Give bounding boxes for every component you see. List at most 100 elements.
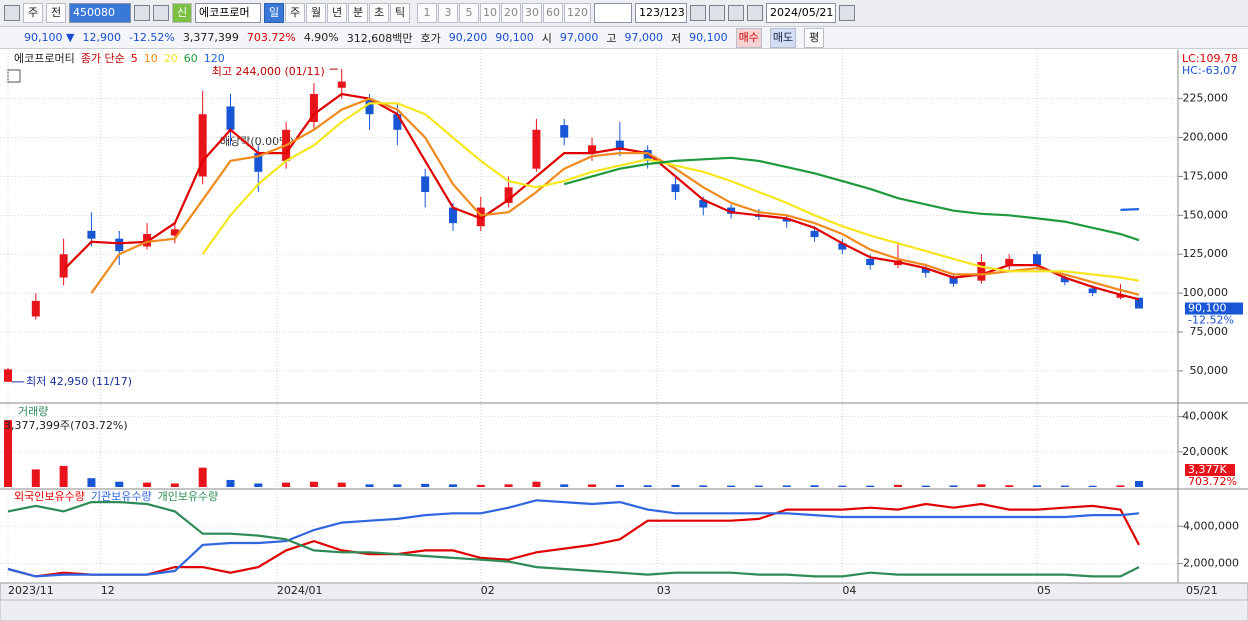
toolbar-button[interactable]: 20 bbox=[501, 3, 521, 23]
toolbar-button[interactable]: 틱 bbox=[390, 3, 410, 23]
volume-bar bbox=[532, 481, 541, 487]
new-badge[interactable]: 신 bbox=[172, 3, 192, 23]
volume-bar bbox=[1005, 485, 1014, 487]
search-icon[interactable] bbox=[134, 5, 150, 21]
volume-bar bbox=[170, 483, 179, 487]
scrollbar[interactable] bbox=[0, 599, 1248, 621]
volume-ratio: 703.72% bbox=[246, 31, 296, 44]
y-tick-label: 4,000,000 bbox=[1183, 519, 1239, 532]
y-tick-label: 175,000 bbox=[1183, 169, 1229, 182]
ma-line bbox=[563, 156, 1140, 242]
eval-button[interactable]: 평 bbox=[804, 27, 825, 48]
candle-body bbox=[699, 199, 708, 208]
volume-bar bbox=[309, 481, 318, 487]
volume-bar bbox=[671, 484, 680, 487]
candle-body bbox=[949, 277, 958, 284]
page-count: 123/123 bbox=[635, 3, 687, 23]
x-tick-label: 2024/01 bbox=[277, 584, 323, 597]
ma-label: 종가 단순 bbox=[81, 52, 125, 65]
toolbar-button[interactable]: 3 bbox=[438, 3, 458, 23]
candle-body bbox=[782, 218, 791, 222]
candle-body bbox=[866, 258, 875, 266]
toolbar-button[interactable]: 월 bbox=[306, 3, 326, 23]
volume-bar bbox=[226, 479, 235, 487]
volume-bar bbox=[393, 484, 402, 487]
toolbar-button[interactable]: 60 bbox=[543, 3, 563, 23]
candle-body bbox=[727, 207, 736, 214]
candle-body bbox=[838, 243, 847, 250]
sell-button[interactable]: 매도 bbox=[769, 27, 797, 48]
buy-button[interactable]: 매수 bbox=[735, 27, 762, 48]
period-select[interactable]: 주 bbox=[23, 3, 43, 23]
ma-line bbox=[62, 92, 1140, 301]
code-input[interactable]: 450080 bbox=[69, 3, 131, 23]
table-icon[interactable] bbox=[7, 69, 21, 83]
candle-body bbox=[393, 114, 402, 130]
ma-line bbox=[1120, 208, 1140, 211]
menu-icon[interactable] bbox=[4, 5, 20, 21]
toolbar-button[interactable]: 120 bbox=[564, 3, 591, 23]
last-price: 90,100 bbox=[1188, 302, 1227, 315]
volume-bar bbox=[866, 485, 875, 487]
sound-icon[interactable] bbox=[153, 5, 169, 21]
candle-body bbox=[1005, 258, 1014, 266]
volume-bar bbox=[448, 484, 457, 487]
last-volume: 3,377K bbox=[1188, 463, 1227, 476]
toolbar-button[interactable]: 30 bbox=[522, 3, 542, 23]
volume-bar bbox=[893, 484, 902, 487]
legend-entry: 외국인보유수량 bbox=[14, 490, 85, 503]
toolbar-button[interactable]: 분 bbox=[348, 3, 368, 23]
toolbar-button[interactable]: 1 bbox=[417, 3, 437, 23]
toolbar-button[interactable]: 주 bbox=[285, 3, 305, 23]
volume-bar bbox=[282, 482, 291, 487]
volume-bar bbox=[254, 483, 263, 487]
volume-bar bbox=[977, 484, 986, 487]
calendar-icon[interactable] bbox=[839, 5, 855, 21]
volume-bar bbox=[588, 484, 597, 487]
max-annotation: 최고 244,000 (01/11) bbox=[212, 65, 325, 78]
y-tick-label: 40,000K bbox=[1182, 410, 1228, 423]
candle-body bbox=[448, 207, 457, 224]
candle-body bbox=[1088, 288, 1097, 294]
low: 90,100 bbox=[689, 31, 728, 44]
toolbar-button[interactable]: 년 bbox=[327, 3, 347, 23]
price: 90,100 ▼ bbox=[24, 31, 75, 44]
toolbar-button[interactable]: 10 bbox=[480, 3, 500, 23]
volume-bar bbox=[1116, 485, 1125, 487]
date-input[interactable]: 2024/05/21 bbox=[766, 3, 836, 23]
prev-button[interactable]: 전 bbox=[46, 3, 66, 23]
candle-body bbox=[1116, 294, 1125, 298]
turnover: 4.90% bbox=[303, 31, 339, 44]
tool-icon[interactable] bbox=[690, 5, 706, 21]
volume-bar bbox=[921, 485, 930, 487]
stock-name: 에코프로머 bbox=[195, 3, 261, 23]
volume-bar bbox=[1135, 481, 1143, 487]
pane-subtitle: 3,377,399주(703.72%) bbox=[4, 419, 128, 432]
holding-line bbox=[7, 502, 1140, 578]
toolbar-button[interactable]: 5 bbox=[459, 3, 479, 23]
legend-entry: 개인보유수량 bbox=[158, 490, 219, 503]
event-annotation: 배당락(0.00%) bbox=[220, 135, 294, 148]
candle-body bbox=[337, 81, 346, 88]
toolbar-button[interactable]: 일 bbox=[264, 3, 284, 23]
volume-bar bbox=[476, 484, 485, 487]
tool-icon[interactable] bbox=[709, 5, 725, 21]
amount: 312,608백만 bbox=[346, 31, 413, 45]
ask: 90,100 bbox=[495, 31, 534, 44]
blank-select[interactable] bbox=[594, 3, 632, 23]
volume-bar bbox=[727, 485, 736, 487]
volume-bar bbox=[365, 484, 374, 487]
candle-body bbox=[588, 145, 597, 154]
toolbar-button[interactable]: 초 bbox=[369, 3, 389, 23]
save-icon[interactable] bbox=[728, 5, 744, 21]
settings-icon[interactable] bbox=[747, 5, 763, 21]
candle-body bbox=[476, 207, 485, 227]
candle-body bbox=[309, 94, 318, 122]
volume-bar bbox=[115, 481, 124, 487]
hc-label: HC:-63,07 bbox=[1182, 64, 1237, 77]
y-tick-label: 150,000 bbox=[1183, 208, 1229, 221]
candle-body bbox=[1033, 254, 1042, 266]
last-price-box bbox=[1185, 302, 1243, 315]
change-rate: -12.52% bbox=[128, 31, 175, 44]
